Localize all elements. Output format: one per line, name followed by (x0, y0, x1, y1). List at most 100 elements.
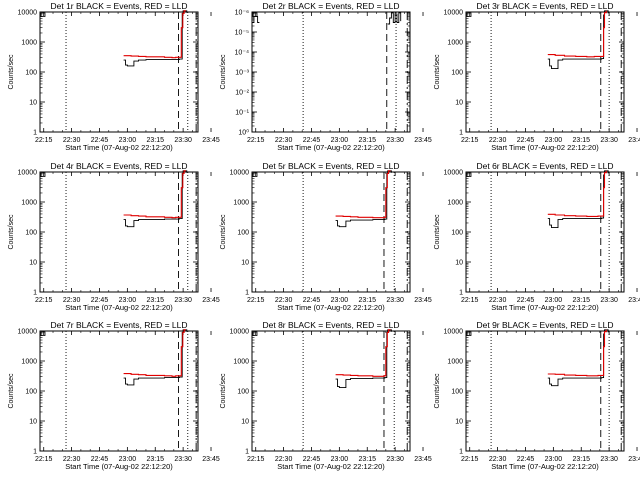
y-tick-label: 1 (245, 290, 249, 297)
x-tick-label: 22:15 (247, 137, 265, 144)
x-tick-label: 23:00 (119, 297, 137, 304)
y-tick-label: 10000 (444, 10, 464, 17)
corner-marker (40, 172, 46, 177)
series-line-events (335, 329, 392, 389)
y-tick-label: 10 (455, 100, 463, 107)
y-tick-label: 100 (25, 70, 37, 77)
series-line-events (547, 170, 609, 229)
x-tick-label: 22:15 (247, 456, 265, 463)
x-tick-label: 23:15 (572, 297, 590, 304)
series-line-lld (547, 10, 607, 58)
y-tick-label: 10⁻⁶ (235, 10, 249, 17)
x-tick-label: 22:30 (489, 137, 507, 144)
y-tick-label: 100 (451, 70, 463, 77)
y-tick-label: 10 (29, 260, 37, 267)
y-axis-label: Counts/sec (8, 54, 15, 90)
corner-marker (466, 12, 472, 17)
corner-marker (466, 172, 472, 177)
x-tick-label: 23:45 (202, 456, 220, 463)
series-line-lld (123, 10, 186, 59)
chart-panel-9: Det 9r BLACK = Events, RED = LLD 1 10 100 10… (434, 320, 640, 471)
y-tick-label: 1 (459, 449, 463, 456)
x-tick-label: 23:15 (572, 456, 590, 463)
y-tick-label: 10⁰ (238, 129, 249, 137)
chart-panel-7: Det 7r BLACK = Events, RED = LLD 1 10 100 10… (8, 320, 220, 471)
x-tick-label: 22:45 (517, 456, 535, 463)
y-tick-label: 10000 (18, 329, 38, 336)
y-tick-label: 10 (455, 419, 463, 426)
chart-title: Det 3r BLACK = Events, RED = LLD (476, 1, 613, 11)
x-tick-label: 22:30 (275, 297, 293, 304)
y-axis-label: Counts/sec (220, 54, 227, 90)
chart-panel-3: Det 3r BLACK = Events, RED = LLD 1 10 100 10… (434, 1, 640, 152)
x-tick-label: 22:15 (35, 137, 53, 144)
y-tick-label: 100 (451, 230, 463, 237)
x-tick-label: 22:45 (303, 456, 321, 463)
x-tick-label: 23:00 (119, 137, 137, 144)
x-tick-label: 23:45 (414, 297, 432, 304)
y-tick-label: 1 (459, 130, 463, 137)
series-line-events (123, 10, 188, 67)
chart-title: Det 2r BLACK = Events, RED = LLD (262, 1, 399, 11)
series-line-events (252, 15, 260, 23)
chart-title: Det 8r BLACK = Events, RED = LLD (262, 320, 399, 330)
chart-title: Det 1r BLACK = Events, RED = LLD (50, 1, 187, 11)
x-tick-label: 23:00 (331, 137, 349, 144)
chart-title: Det 5r BLACK = Events, RED = LLD (262, 161, 399, 171)
x-tick-label: 23:00 (545, 456, 563, 463)
y-axis-label: Counts/sec (434, 54, 441, 90)
x-tick-label: 22:45 (91, 297, 109, 304)
x-tick-label: 22:15 (461, 137, 479, 144)
series-line-events (547, 329, 609, 387)
x-tick-label: 22:45 (517, 297, 535, 304)
corner-marker (40, 12, 46, 17)
x-tick-label: 23:15 (572, 137, 590, 144)
y-tick-label: 10000 (18, 170, 38, 177)
x-axis-label: Start Time (07-Aug-02 22:12:20) (491, 143, 599, 152)
x-tick-label: 23:30 (600, 137, 618, 144)
x-tick-label: 23:15 (146, 137, 164, 144)
plot-frame (39, 11, 199, 133)
x-tick-label: 23:45 (202, 297, 220, 304)
x-tick-label: 22:30 (63, 137, 81, 144)
y-tick-label: 10⁻⁴ (235, 50, 250, 57)
y-tick-label: 10⁻⁵ (235, 30, 249, 37)
x-tick-label: 22:30 (63, 456, 81, 463)
x-tick-label: 23:15 (358, 137, 376, 144)
y-axis-label: Counts/sec (220, 214, 227, 250)
plot-frame (465, 330, 625, 452)
y-tick-label: 10 (241, 260, 249, 267)
y-tick-label: 1000 (447, 40, 463, 47)
x-tick-label: 23:45 (628, 137, 640, 144)
y-tick-label: 1 (33, 130, 37, 137)
y-tick-label: 1000 (447, 200, 463, 207)
series-line-lld (547, 170, 607, 217)
x-tick-label: 23:15 (146, 456, 164, 463)
x-tick-label: 23:00 (331, 297, 349, 304)
plot-frame (251, 11, 411, 133)
chart-panel-5: Det 5r BLACK = Events, RED = LLD 1 10 100 10… (220, 161, 432, 312)
series-line-lld (547, 329, 607, 377)
x-tick-label: 22:45 (517, 137, 535, 144)
y-tick-label: 10000 (230, 170, 250, 177)
y-tick-label: 1000 (21, 200, 37, 207)
chart-panel-1: Det 1r BLACK = Events, RED = LLD 1 10 100 10… (8, 1, 220, 152)
series-line-lld (335, 170, 391, 219)
x-tick-label: 22:15 (247, 297, 265, 304)
x-tick-label: 23:45 (414, 456, 432, 463)
x-axis-label: Start Time (07-Aug-02 22:12:20) (277, 462, 385, 471)
plot-frame (39, 171, 199, 293)
y-tick-label: 100 (25, 230, 37, 237)
x-tick-label: 23:00 (331, 456, 349, 463)
x-tick-label: 23:15 (146, 297, 164, 304)
x-tick-label: 23:30 (600, 297, 618, 304)
series-line-events (387, 12, 402, 25)
x-tick-label: 23:30 (386, 456, 404, 463)
x-tick-label: 23:30 (174, 137, 192, 144)
series-line-events (123, 170, 188, 228)
y-tick-label: 1000 (21, 359, 37, 366)
y-tick-label: 100 (25, 389, 37, 396)
x-axis-label: Start Time (07-Aug-02 22:12:20) (491, 303, 599, 312)
series-line-events (123, 329, 188, 386)
